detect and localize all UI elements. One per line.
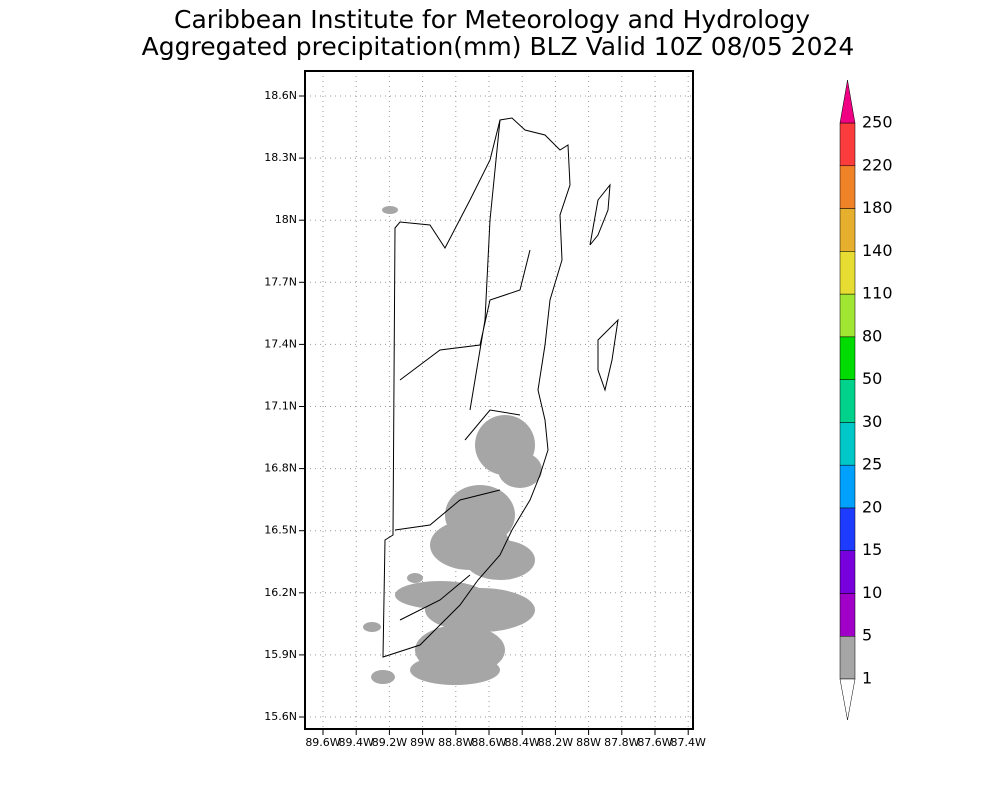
lon-label: 89.4W xyxy=(339,736,374,749)
lat-label: 18N xyxy=(275,213,297,226)
colorbar-label: 15 xyxy=(862,540,882,559)
lat-label: 16.8N xyxy=(264,462,297,475)
colorbar-segment xyxy=(839,251,856,295)
lon-label: 87.6W xyxy=(637,736,672,749)
precip-areas xyxy=(363,206,542,685)
colorbar-label: 180 xyxy=(862,198,893,217)
colorbar-segment xyxy=(839,208,856,252)
map-frame xyxy=(304,70,694,730)
lon-label: 87.4W xyxy=(671,736,706,749)
colorbar-segment xyxy=(839,507,856,551)
colorbar-label: 80 xyxy=(862,326,882,345)
lon-label: 87.8W xyxy=(604,736,639,749)
lon-label: 89.2W xyxy=(372,736,407,749)
lon-label: 89.6W xyxy=(305,736,340,749)
colorbar-segment xyxy=(839,293,856,338)
colorbar-label: 140 xyxy=(862,241,893,260)
colorbar-segment xyxy=(839,550,856,594)
colorbar-label: 25 xyxy=(862,455,882,474)
colorbar-label: 110 xyxy=(862,284,893,303)
lat-label: 16.5N xyxy=(264,524,297,537)
lat-label: 16.2N xyxy=(264,586,297,599)
colorbar-segment xyxy=(839,165,856,209)
lon-label: 88.4W xyxy=(505,736,540,749)
colorbar-segment xyxy=(839,336,856,380)
lat-label: 15.6N xyxy=(264,710,297,723)
lon-label: 88W xyxy=(576,736,601,749)
colorbar-label: 220 xyxy=(862,155,893,174)
lat-label: 17.4N xyxy=(264,337,297,350)
colorbar-label: 50 xyxy=(862,369,882,388)
colorbar-segment xyxy=(839,464,856,509)
colorbar-segment xyxy=(839,422,856,466)
colorbar-label: 250 xyxy=(862,113,893,132)
colorbar-segment xyxy=(839,379,856,423)
lat-label: 17.7N xyxy=(264,275,297,288)
grid: 18.6N 18.3N 18N 17.7N 17.4N 17.1N 16.8N 16.5N 16… xyxy=(264,71,706,749)
lat-label: 18.3N xyxy=(264,151,297,164)
colorbar-segment xyxy=(839,593,856,637)
lon-label: 88.6W xyxy=(471,736,506,749)
colorbar-label: 1 xyxy=(862,669,872,688)
colorbar-high-arrow xyxy=(839,79,856,124)
colorbar-segment xyxy=(839,122,856,167)
colorbar-low-arrow xyxy=(839,678,856,721)
colorbar-segment xyxy=(839,635,856,680)
lon-label: 88.8W xyxy=(438,736,473,749)
colorbar-label: 20 xyxy=(862,497,882,516)
lat-label: 18.6N xyxy=(264,89,297,102)
lon-label: 88.2W xyxy=(538,736,573,749)
lat-label: 17.1N xyxy=(264,400,297,413)
colorbar-label: 30 xyxy=(862,412,882,431)
title-line1: Caribbean Institute for Meteorology and … xyxy=(174,5,810,34)
land-outline xyxy=(382,117,619,658)
lon-label: 89W xyxy=(410,736,435,749)
colorbar-label: 10 xyxy=(862,583,882,602)
lat-label: 15.9N xyxy=(264,648,297,661)
colorbar-label: 5 xyxy=(862,626,872,645)
title-line2: Aggregated precipitation(mm) BLZ Valid 1… xyxy=(142,32,855,61)
